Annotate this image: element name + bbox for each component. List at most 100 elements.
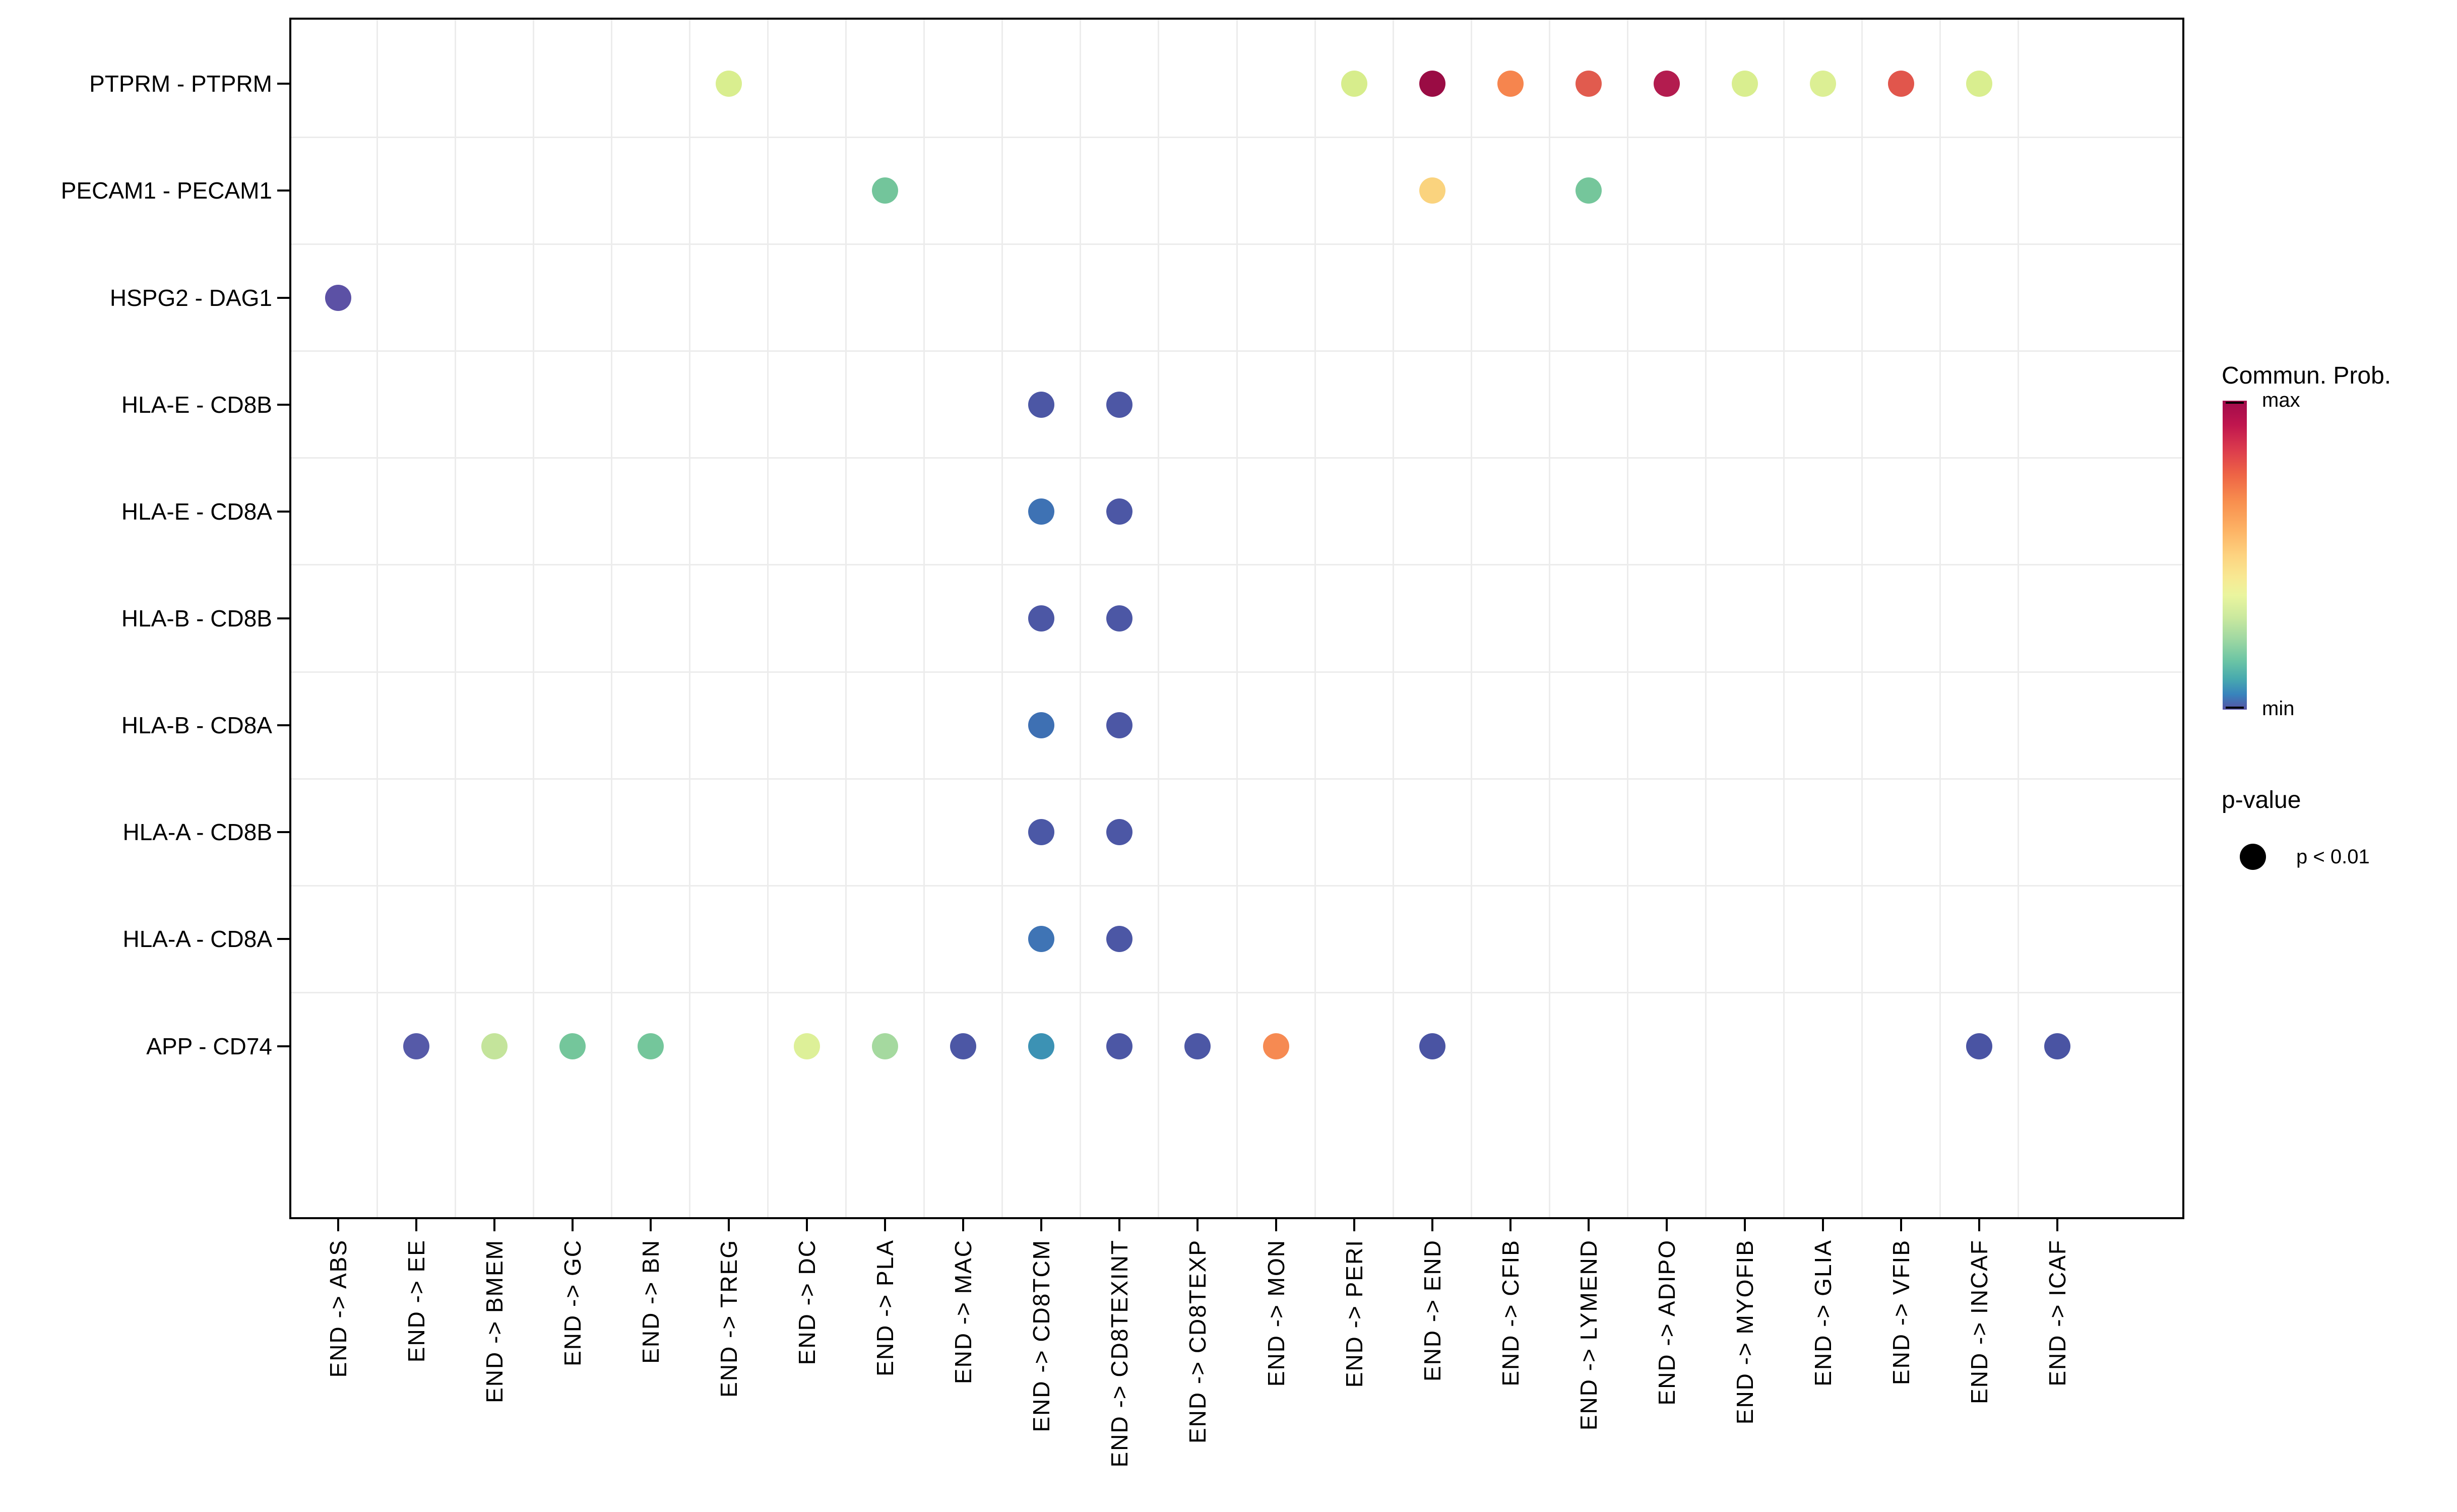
y-axis-label: HLA-E - CD8B	[121, 391, 272, 418]
x-axis-tick	[962, 1218, 965, 1231]
y-axis-tick	[277, 617, 290, 619]
gridline-vertical	[845, 20, 847, 1217]
x-axis-label: END -> BMEM	[481, 1239, 508, 1403]
x-axis-tick	[728, 1218, 730, 1231]
data-point	[1028, 391, 1055, 418]
gridline-horizontal	[291, 136, 2182, 138]
data-point	[1419, 71, 1445, 97]
data-point	[1653, 71, 1680, 97]
y-axis-label: HLA-B - CD8B	[121, 605, 272, 632]
x-axis-tick	[337, 1218, 340, 1231]
gridline-vertical	[1001, 20, 1003, 1217]
x-axis-tick	[884, 1218, 887, 1231]
data-point	[1028, 819, 1055, 846]
data-point	[1106, 1033, 1133, 1059]
x-axis-tick	[1665, 1218, 1668, 1231]
x-axis-label: END -> ABS	[325, 1239, 352, 1378]
gridline-vertical	[767, 20, 769, 1217]
gridline-horizontal	[291, 350, 2182, 352]
x-axis-label: END -> ICAF	[2044, 1239, 2070, 1387]
data-point	[1731, 71, 1758, 97]
x-axis-label: END -> END	[1419, 1239, 1445, 1381]
x-axis-label: END -> MYOFIB	[1731, 1239, 1758, 1425]
y-axis-tick	[277, 1045, 290, 1047]
x-axis-tick	[1900, 1218, 1902, 1231]
legend: Commun. Prob. max min p-value p < 0.01	[2208, 343, 2457, 922]
y-axis-label: PTPRM - PTPRM	[89, 71, 272, 97]
data-point	[1575, 71, 1602, 97]
data-point	[716, 71, 742, 97]
gridline-vertical	[455, 20, 457, 1217]
x-axis-label: END -> ADIPO	[1653, 1239, 1680, 1406]
y-axis-label: HLA-B - CD8A	[121, 712, 272, 739]
x-axis-label: END -> LYMEND	[1575, 1239, 1602, 1431]
gridline-horizontal	[291, 885, 2182, 887]
gridline-horizontal	[291, 671, 2182, 673]
y-axis-tick	[277, 83, 290, 85]
data-point	[2044, 1033, 2070, 1059]
data-point	[1106, 605, 1133, 632]
x-axis-tick	[1978, 1218, 1980, 1231]
colorbar-min-tick	[2226, 707, 2244, 709]
y-axis-label: PECAM1 - PECAM1	[60, 177, 272, 204]
gridline-vertical	[1861, 20, 1863, 1217]
data-point	[559, 1033, 586, 1059]
y-axis-tick	[277, 403, 290, 406]
x-axis-tick	[1509, 1218, 1511, 1231]
x-axis-tick	[1118, 1218, 1121, 1231]
x-axis-tick	[1743, 1218, 1746, 1231]
data-point	[638, 1033, 664, 1059]
data-point	[1966, 1033, 1992, 1059]
x-axis-tick	[1275, 1218, 1277, 1231]
y-axis-label: HLA-E - CD8A	[121, 498, 272, 525]
gridline-horizontal	[291, 564, 2182, 566]
x-axis-label: END -> VFIB	[1887, 1239, 1914, 1385]
data-point	[1809, 71, 1836, 97]
x-axis-label: END -> TREG	[716, 1239, 742, 1398]
gridline-vertical	[2017, 20, 2019, 1217]
x-axis-label: END -> EE	[403, 1239, 430, 1363]
data-point	[872, 1033, 899, 1059]
pvalue-key-dot	[2240, 844, 2266, 870]
y-axis-tick	[277, 190, 290, 192]
x-axis-label: END -> CD8TEXINT	[1106, 1239, 1133, 1468]
x-axis-tick	[1196, 1218, 1199, 1231]
x-axis-tick	[650, 1218, 652, 1231]
x-axis-label: END -> PERI	[1341, 1239, 1367, 1388]
gridline-vertical	[1080, 20, 1082, 1217]
gridline-vertical	[376, 20, 379, 1217]
x-axis-tick	[806, 1218, 808, 1231]
data-point	[1106, 712, 1133, 739]
x-axis-label: END -> GC	[559, 1239, 586, 1366]
x-axis-tick	[572, 1218, 574, 1231]
colorbar-max-label: max	[2262, 389, 2300, 411]
data-point	[481, 1033, 508, 1059]
x-axis-label: END -> INCAF	[1966, 1239, 1992, 1404]
gridline-horizontal	[291, 457, 2182, 459]
data-point	[1341, 71, 1367, 97]
gridline-vertical	[1548, 20, 1550, 1217]
data-point	[950, 1033, 977, 1059]
data-point	[1575, 177, 1602, 204]
gridline-vertical	[1158, 20, 1160, 1217]
gridline-vertical	[1392, 20, 1394, 1217]
gridline-vertical	[533, 20, 535, 1217]
gridline-vertical	[611, 20, 613, 1217]
pvalue-legend-title: p-value	[2222, 787, 2301, 813]
x-axis-tick	[415, 1218, 418, 1231]
y-axis-label: HSPG2 - DAG1	[109, 284, 272, 311]
data-point	[794, 1033, 821, 1059]
x-axis-label: END -> CD8TEXP	[1184, 1239, 1211, 1444]
data-point	[1028, 498, 1055, 525]
y-axis-label: HLA-A - CD8A	[122, 926, 272, 953]
y-axis-tick	[277, 724, 290, 727]
x-axis-label: END -> CD8TCM	[1028, 1239, 1055, 1432]
data-point	[1419, 177, 1445, 204]
data-point	[1028, 712, 1055, 739]
data-point	[1106, 819, 1133, 846]
x-axis-label: END -> MON	[1263, 1239, 1289, 1387]
gridline-vertical	[1236, 20, 1238, 1217]
colorbar-gradient	[2223, 401, 2247, 710]
y-axis-tick	[277, 831, 290, 834]
